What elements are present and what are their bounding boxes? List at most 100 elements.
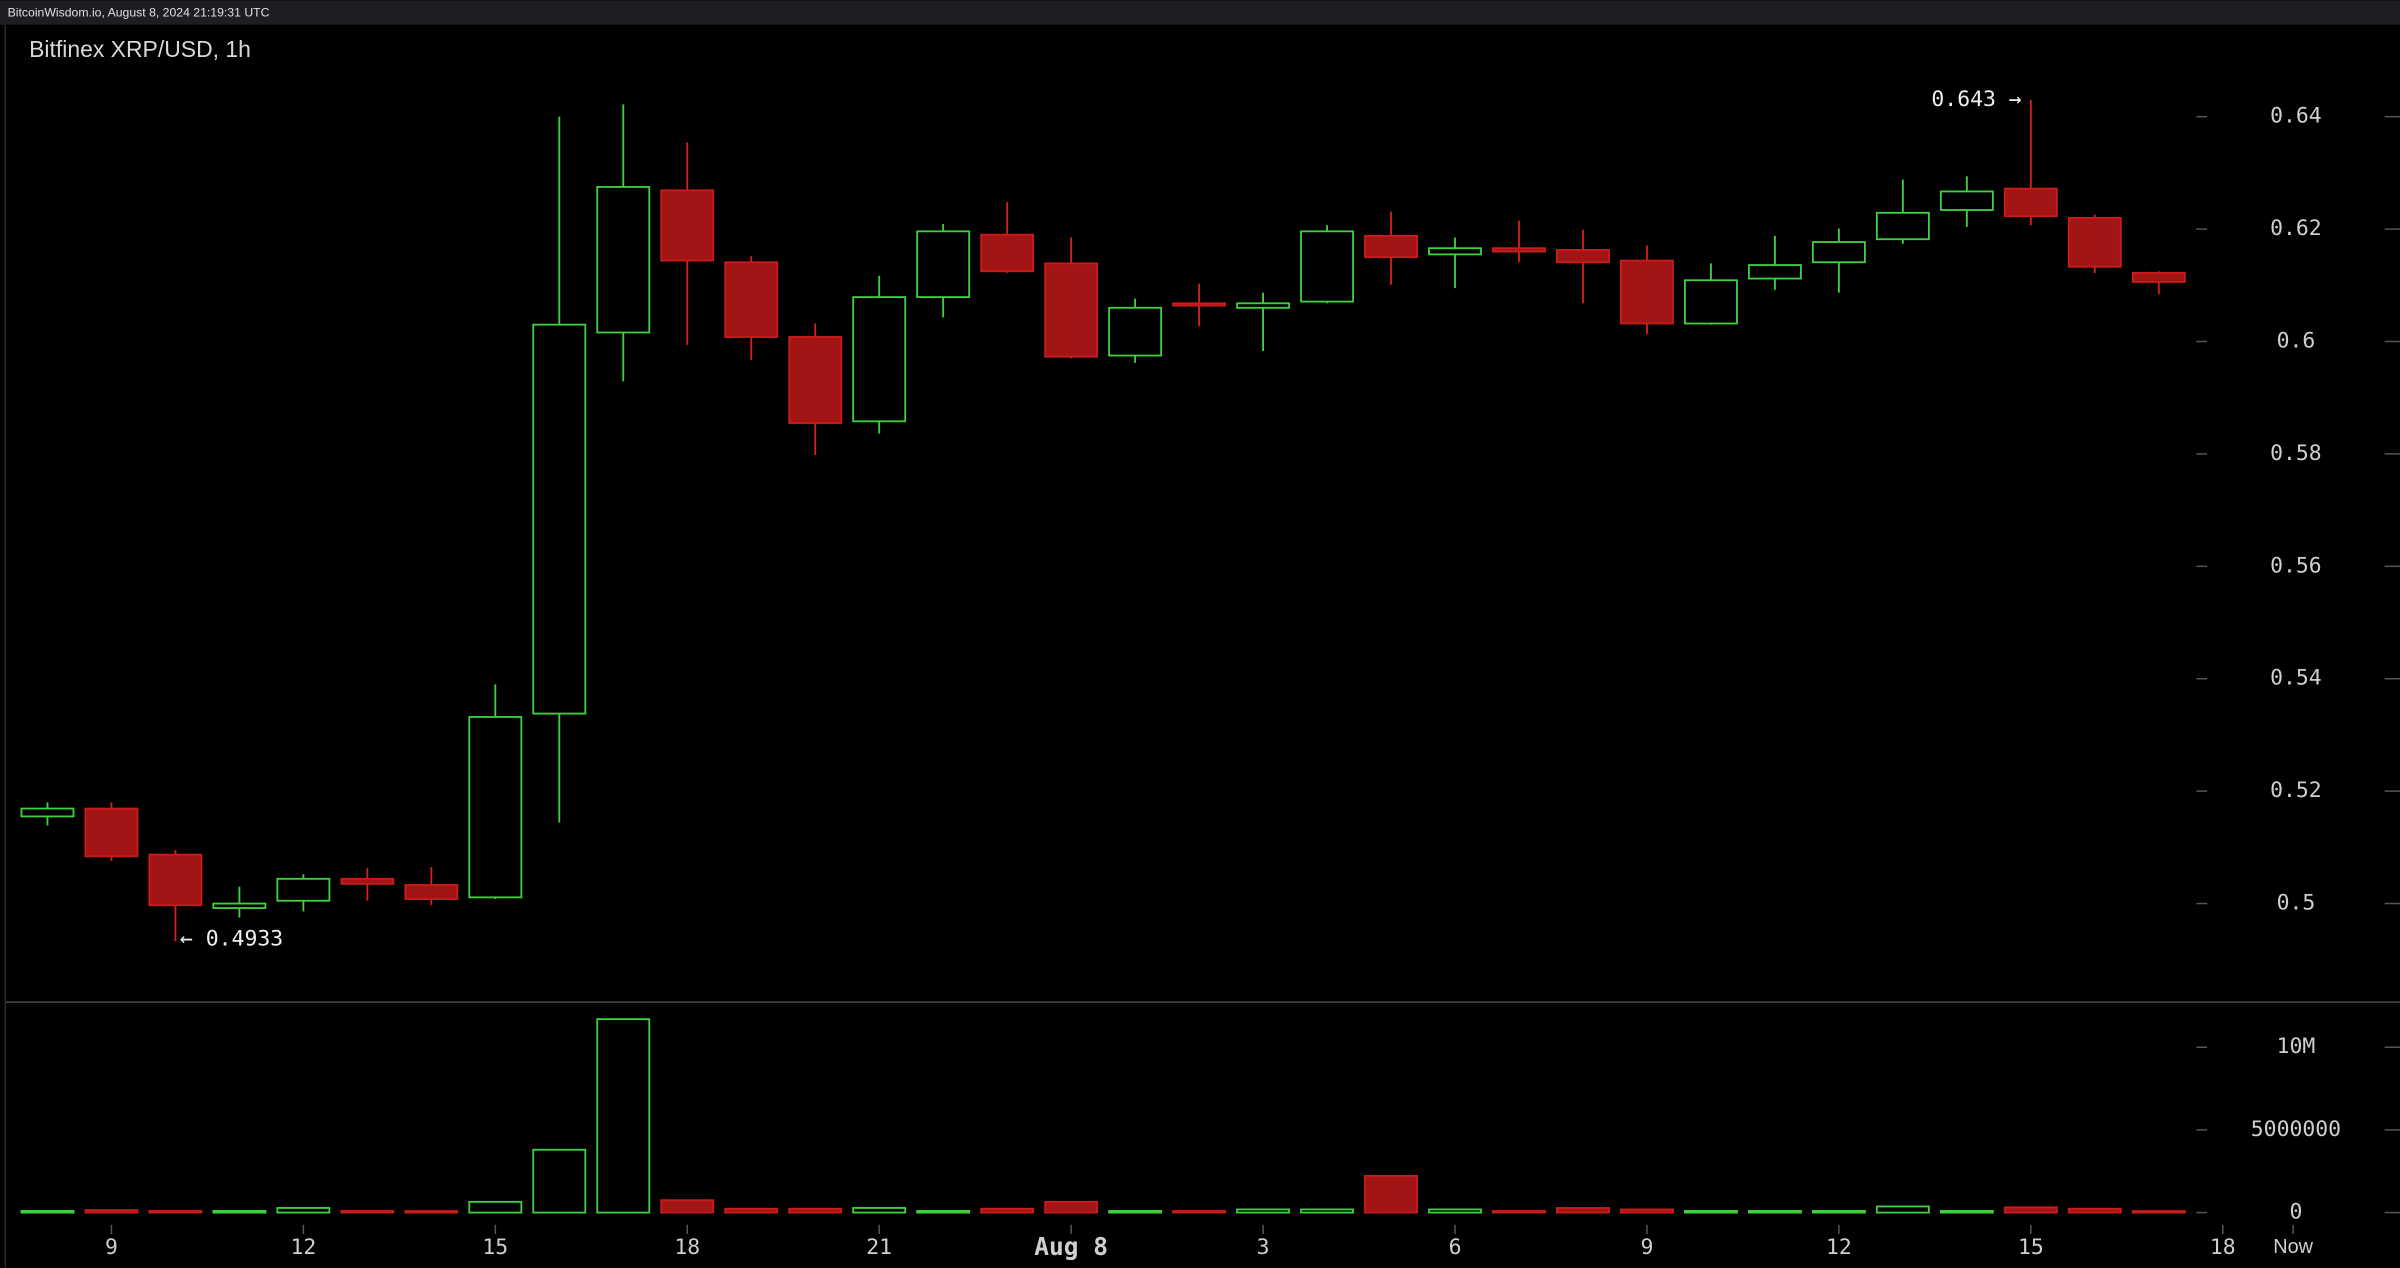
x-tick-label: 9 bbox=[105, 1235, 118, 1260]
candle-body bbox=[1492, 247, 1546, 253]
chart-title: Bitfinex XRP/USD, 1h bbox=[29, 36, 251, 62]
x-tick-label: Now bbox=[2273, 1236, 2313, 1258]
volume-bar bbox=[980, 1207, 1035, 1214]
candle-body bbox=[1364, 234, 1418, 259]
y-tick-label: 0.5 bbox=[2277, 891, 2316, 916]
x-tick-label: 3 bbox=[1257, 1235, 1270, 1260]
volume-bar bbox=[1108, 1210, 1163, 1214]
y-tick-label: 10M bbox=[2277, 1034, 2316, 1059]
y-tick-label: 0.64 bbox=[2270, 104, 2322, 129]
volume-bar bbox=[1172, 1210, 1227, 1214]
candle-body bbox=[1939, 190, 1994, 211]
volume-bar bbox=[1939, 1210, 1994, 1214]
candle-body bbox=[532, 323, 587, 715]
volume-bar bbox=[2131, 1210, 2186, 1214]
volume-bar bbox=[1620, 1208, 1674, 1214]
candle-body bbox=[2003, 187, 2058, 218]
volume-bar bbox=[1747, 1210, 1802, 1214]
volume-bar bbox=[2067, 1207, 2122, 1214]
y-tick-label: 0.58 bbox=[2270, 441, 2322, 466]
candle-body bbox=[20, 807, 75, 818]
volume-bar bbox=[2003, 1206, 2058, 1214]
header-text: BitcoinWisdom.io, August 8, 2024 21:19:3… bbox=[8, 6, 270, 20]
volume-bar bbox=[1044, 1200, 1099, 1214]
volume-bar bbox=[404, 1210, 459, 1214]
y-tick-label: 0.56 bbox=[2270, 553, 2322, 578]
candle-body bbox=[468, 716, 523, 899]
volume-bar bbox=[1300, 1208, 1354, 1214]
volume-bar bbox=[532, 1148, 587, 1214]
x-tick-label: 12 bbox=[1826, 1235, 1852, 1260]
candle-body bbox=[1172, 302, 1227, 307]
candle-body bbox=[148, 853, 203, 907]
volume-bar bbox=[148, 1210, 203, 1214]
candle-body bbox=[1108, 306, 1163, 357]
candle-body bbox=[1620, 259, 1674, 325]
x-tick-label: 18 bbox=[2210, 1235, 2236, 1260]
candle-body bbox=[788, 336, 843, 424]
candle-body bbox=[980, 233, 1035, 273]
y-tick-label: 0 bbox=[2289, 1200, 2302, 1225]
annotation: 0.643 → bbox=[1931, 87, 2021, 112]
volume-bar bbox=[660, 1199, 715, 1214]
candle-body bbox=[84, 807, 139, 858]
volume-bar bbox=[1683, 1210, 1738, 1214]
y-tick-label: 0.54 bbox=[2270, 666, 2322, 691]
volume-bar bbox=[852, 1207, 907, 1214]
volume-bar bbox=[212, 1210, 267, 1214]
candle-body bbox=[404, 884, 459, 900]
candle-body bbox=[1556, 248, 1610, 264]
candle-body bbox=[1747, 264, 1802, 280]
candle-body bbox=[1236, 302, 1291, 309]
candle-body bbox=[1811, 241, 1866, 264]
candle-body bbox=[660, 189, 715, 262]
candle-body bbox=[212, 902, 267, 909]
plot-background bbox=[4, 24, 2400, 1268]
volume-bar bbox=[1556, 1207, 1610, 1214]
top-bar bbox=[0, 0, 2400, 25]
x-tick-label: 15 bbox=[482, 1235, 508, 1260]
candle-body bbox=[1683, 279, 1738, 325]
volume-bar bbox=[1236, 1208, 1291, 1214]
x-tick-label: 6 bbox=[1449, 1235, 1462, 1260]
x-tick-label: 15 bbox=[2018, 1235, 2044, 1260]
volume-bar bbox=[596, 1018, 651, 1214]
volume-bar bbox=[788, 1207, 843, 1214]
volume-bar bbox=[1428, 1208, 1482, 1214]
candle-body bbox=[2131, 272, 2186, 283]
candle-body bbox=[596, 186, 651, 334]
candle-body bbox=[1875, 211, 1930, 241]
volume-bar bbox=[724, 1207, 779, 1214]
volume-bar bbox=[916, 1210, 971, 1214]
x-tick-label: 21 bbox=[866, 1235, 892, 1260]
candle-body bbox=[916, 230, 971, 299]
volume-bar bbox=[84, 1209, 139, 1214]
volume-bar bbox=[1492, 1210, 1546, 1214]
y-tick-label: 0.52 bbox=[2270, 778, 2322, 803]
candle-body bbox=[1428, 247, 1482, 256]
volume-bar bbox=[1811, 1210, 1866, 1214]
candle-body bbox=[1044, 262, 1099, 358]
candle-body bbox=[340, 877, 395, 885]
candle-body bbox=[2067, 216, 2122, 268]
candle-body bbox=[852, 296, 907, 423]
candle-body bbox=[724, 261, 779, 338]
volume-bar bbox=[468, 1200, 523, 1214]
x-tick-label: 18 bbox=[674, 1235, 700, 1260]
volume-bar bbox=[340, 1210, 395, 1214]
x-tick-label: 9 bbox=[1641, 1235, 1654, 1260]
volume-bar bbox=[20, 1210, 75, 1214]
x-tick-label: Aug 8 bbox=[1034, 1232, 1108, 1261]
y-tick-label: 5000000 bbox=[2251, 1117, 2341, 1142]
y-tick-label: 0.6 bbox=[2277, 329, 2316, 354]
volume-bar bbox=[1875, 1205, 1930, 1214]
annotation: ← 0.4933 bbox=[180, 927, 283, 952]
volume-bar bbox=[1364, 1174, 1418, 1214]
x-tick-label: 12 bbox=[290, 1235, 316, 1260]
candle-body bbox=[276, 877, 331, 902]
candle-body bbox=[1300, 230, 1354, 303]
y-tick-label: 0.62 bbox=[2270, 216, 2322, 241]
volume-bar bbox=[276, 1207, 331, 1214]
